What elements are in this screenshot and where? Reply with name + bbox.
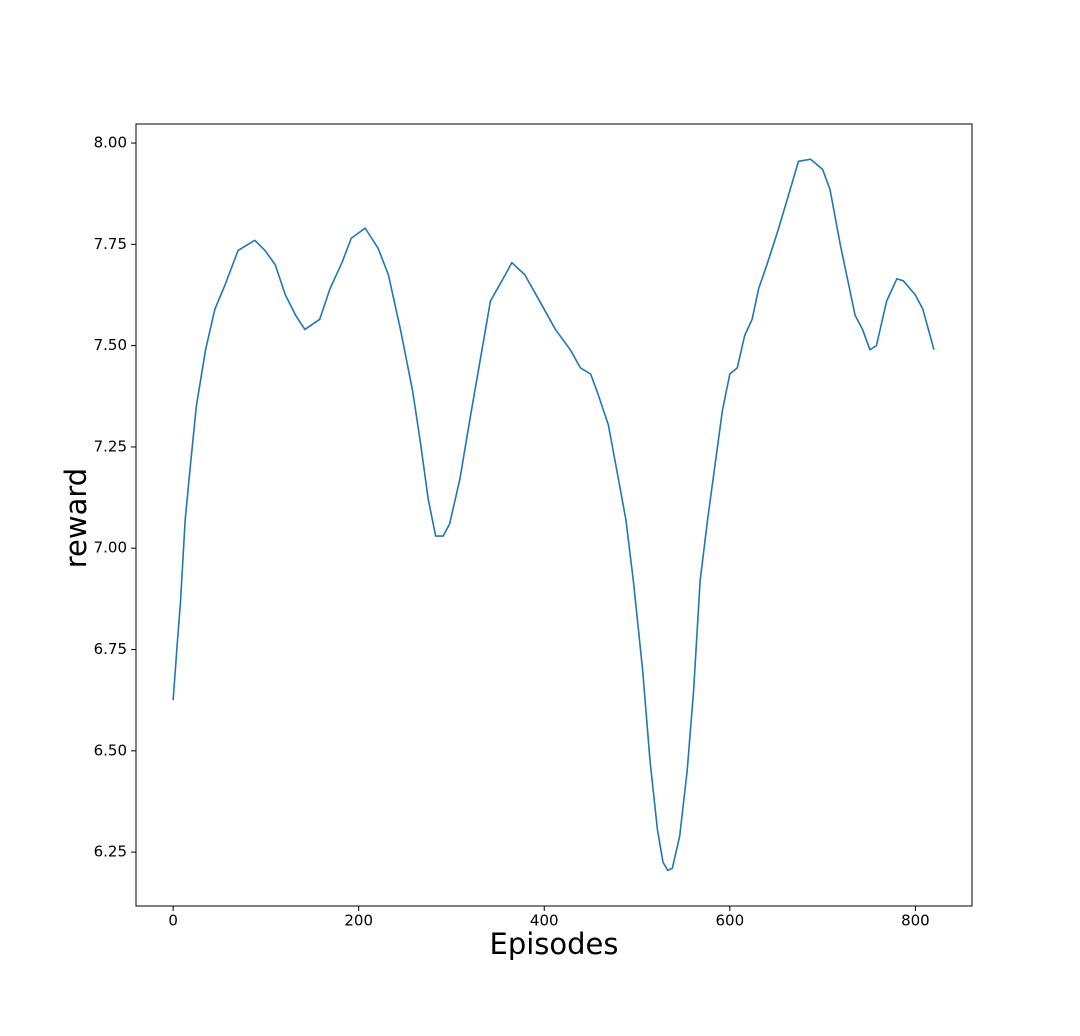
x-tick-label: 600 (716, 912, 745, 930)
y-tick-label: 7.50 (94, 336, 127, 354)
y-tick-label: 7.75 (94, 235, 127, 253)
plot-frame (135, 123, 973, 907)
y-tick-label: 6.50 (94, 741, 127, 759)
x-tick-label: 800 (901, 912, 930, 930)
line (172, 158, 935, 872)
x-tick-label: 200 (344, 912, 373, 930)
y-tick-label: 7.25 (94, 437, 127, 455)
y-axis-label: reward (59, 468, 93, 568)
x-tick-label: 400 (530, 912, 559, 930)
y-tick-label: 6.75 (94, 640, 127, 658)
y-tick-label: 8.00 (94, 134, 127, 152)
y-tick-label: 6.25 (94, 843, 127, 861)
x-tick-label: 0 (168, 912, 178, 930)
y-tick-label: 7.00 (94, 539, 127, 557)
x-axis-label: Episodes (490, 927, 619, 961)
